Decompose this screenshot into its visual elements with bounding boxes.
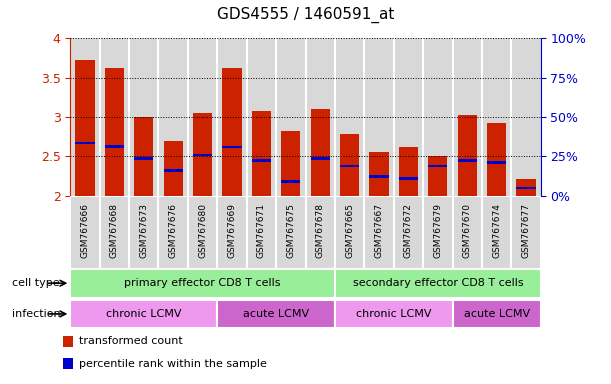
Text: chronic LCMV: chronic LCMV: [356, 309, 431, 319]
Text: GSM767670: GSM767670: [463, 204, 472, 258]
Bar: [340, 165, 359, 167]
Bar: [70, 196, 100, 269]
Bar: [428, 157, 447, 196]
Bar: [63, 358, 73, 369]
Bar: [370, 152, 389, 196]
Bar: [306, 196, 335, 269]
Bar: [247, 38, 276, 196]
Bar: [276, 196, 306, 269]
Bar: [105, 145, 124, 147]
Bar: [70, 300, 218, 328]
Bar: [399, 147, 418, 196]
Text: GSM767677: GSM767677: [522, 204, 530, 258]
Bar: [252, 111, 271, 196]
Bar: [218, 38, 247, 196]
Bar: [158, 196, 188, 269]
Bar: [310, 157, 330, 160]
Text: GSM767665: GSM767665: [345, 204, 354, 258]
Bar: [511, 38, 541, 196]
Bar: [218, 196, 247, 269]
Text: acute LCMV: acute LCMV: [464, 309, 530, 319]
Text: secondary effector CD8 T cells: secondary effector CD8 T cells: [353, 278, 523, 288]
Text: transformed count: transformed count: [79, 336, 183, 346]
Text: GSM767679: GSM767679: [433, 204, 442, 258]
Bar: [252, 159, 271, 162]
Text: GSM767676: GSM767676: [169, 204, 178, 258]
Bar: [511, 196, 541, 269]
Bar: [335, 196, 364, 269]
Bar: [335, 300, 453, 328]
Bar: [310, 109, 330, 196]
Bar: [276, 38, 306, 196]
Text: GSM767666: GSM767666: [81, 204, 89, 258]
Text: GDS4555 / 1460591_at: GDS4555 / 1460591_at: [217, 7, 394, 23]
Bar: [482, 38, 511, 196]
Bar: [428, 165, 447, 167]
Text: GSM767680: GSM767680: [198, 204, 207, 258]
Bar: [458, 115, 477, 196]
Bar: [516, 179, 536, 196]
Bar: [100, 196, 129, 269]
Bar: [188, 196, 218, 269]
Bar: [458, 159, 477, 162]
Bar: [340, 134, 359, 196]
Bar: [75, 60, 95, 196]
Bar: [105, 68, 124, 196]
Text: GSM767673: GSM767673: [139, 204, 148, 258]
Bar: [222, 68, 241, 196]
Bar: [364, 196, 393, 269]
Bar: [453, 196, 482, 269]
Bar: [281, 131, 301, 196]
Text: GSM767672: GSM767672: [404, 204, 413, 258]
Bar: [281, 180, 301, 183]
Text: GSM767678: GSM767678: [316, 204, 324, 258]
Bar: [129, 38, 158, 196]
Bar: [164, 169, 183, 172]
Bar: [423, 196, 453, 269]
Bar: [164, 141, 183, 196]
Bar: [218, 300, 335, 328]
Bar: [364, 38, 393, 196]
Text: GSM767669: GSM767669: [227, 204, 236, 258]
Bar: [453, 38, 482, 196]
Bar: [70, 38, 100, 196]
Bar: [188, 38, 218, 196]
Text: GSM767674: GSM767674: [492, 204, 501, 258]
Bar: [193, 154, 212, 156]
Bar: [63, 336, 73, 347]
Text: infection: infection: [12, 309, 61, 319]
Bar: [306, 38, 335, 196]
Text: chronic LCMV: chronic LCMV: [106, 309, 181, 319]
Bar: [335, 38, 364, 196]
Bar: [482, 196, 511, 269]
Text: acute LCMV: acute LCMV: [243, 309, 309, 319]
Text: GSM767668: GSM767668: [110, 204, 119, 258]
Bar: [134, 157, 153, 160]
Bar: [134, 117, 153, 196]
Bar: [247, 196, 276, 269]
Text: GSM767671: GSM767671: [257, 204, 266, 258]
Text: percentile rank within the sample: percentile rank within the sample: [79, 359, 266, 369]
Text: GSM767675: GSM767675: [287, 204, 295, 258]
Bar: [193, 113, 212, 196]
Bar: [423, 38, 453, 196]
Bar: [158, 38, 188, 196]
Bar: [75, 142, 95, 144]
Bar: [222, 146, 241, 148]
Bar: [393, 196, 423, 269]
Bar: [335, 269, 541, 298]
Bar: [100, 38, 129, 196]
Text: GSM767667: GSM767667: [375, 204, 384, 258]
Bar: [70, 269, 335, 298]
Bar: [453, 300, 541, 328]
Text: cell type: cell type: [12, 278, 60, 288]
Bar: [370, 175, 389, 177]
Bar: [393, 38, 423, 196]
Text: primary effector CD8 T cells: primary effector CD8 T cells: [124, 278, 281, 288]
Bar: [516, 187, 536, 189]
Bar: [129, 196, 158, 269]
Bar: [487, 161, 506, 164]
Bar: [487, 123, 506, 196]
Bar: [399, 177, 418, 180]
